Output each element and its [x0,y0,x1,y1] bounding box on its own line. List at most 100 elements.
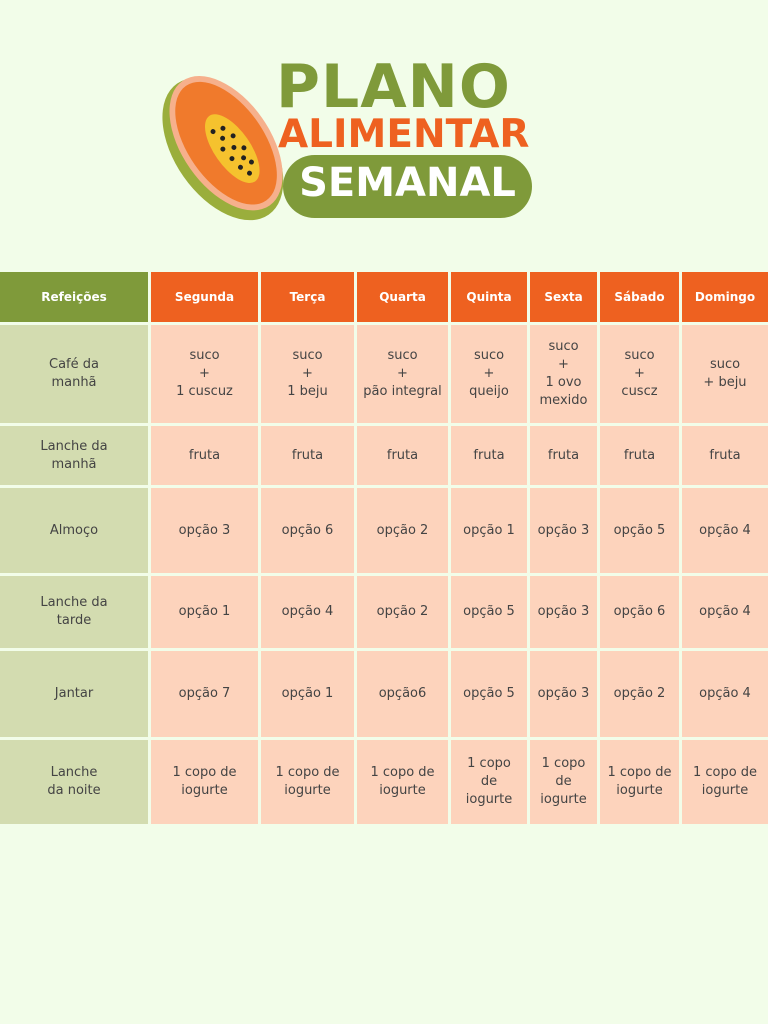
cell-text: iogurte [284,783,331,798]
meal-cell: suco + queijo [451,325,527,423]
cell-text: + [483,366,495,381]
cell-text: Lanche [50,765,98,780]
meal-cell: opção 5 [451,576,527,648]
meal-cell: opção 2 [357,488,448,573]
meal-cell: opção 5 [600,488,679,573]
cell-text: opção 1 [178,604,231,619]
cell-text: cuscz [621,384,658,399]
cell-text: suco [189,348,220,363]
cell-text: iogurte [379,783,426,798]
cell-text: 1 copo [467,756,511,771]
meal-cell: opção 7 [151,651,258,737]
cell-text: Quinta [466,290,512,304]
meal-label: Lanche da noite [0,740,148,824]
cell-text: opção 3 [537,604,590,619]
meal-cell: fruta [600,426,679,485]
cell-text: opção 6 [281,522,334,538]
cell-text: Café da [49,357,99,372]
cell-text: opção 4 [699,686,751,701]
cell-text: opção 5 [613,522,666,538]
title: PLANO [276,52,511,122]
meal-label: Jantar [0,651,148,737]
cell-text: opção 6 [613,604,666,619]
cell-text: Sábado [614,290,665,304]
cell-text: Refeições [41,290,107,304]
cell-text: suco [292,348,323,363]
cell-text: fruta [386,447,419,463]
meal-cell: opção 2 [357,576,448,648]
meal-cell: 1 copo de iogurte [682,740,768,824]
meal-cell: opção 3 [530,576,597,648]
cell-text: opção 1 [281,686,334,701]
meal-cell: opção 1 [451,488,527,573]
meal-cell: suco + cuscz [600,325,679,423]
cell-text: Lanche da [40,438,108,454]
meal-cell: opção6 [357,651,448,737]
meal-cell: fruta [451,426,527,485]
meal-label: Almoço [0,488,148,573]
cell-text: 1 copo [541,756,586,771]
cell-text: suco [709,357,741,372]
cell-text: manhã [51,375,97,390]
meal-cell: opção 3 [530,488,597,573]
cell-text: fruta [473,447,505,463]
cell-text: Segunda [174,290,235,304]
cell-text: iogurte [616,783,663,798]
meal-cell: opção 6 [261,488,354,573]
cell-text: iogurte [701,783,749,798]
cell-text: iogurte [181,783,228,798]
meal-label: Café da manhã [0,325,148,423]
cell-text: opção 3 [537,686,590,701]
cell-text: Sexta [544,290,583,304]
cell-text: + [199,366,210,381]
cell-text: 1 copo de [692,765,758,780]
meal-label: Lanche da manhã [0,426,148,485]
meal-cell: 1 copo de iogurte [357,740,448,824]
cell-text: Jantar [54,686,94,701]
meal-cell: suco +1 ovo mexido [530,325,597,423]
cell-text: opção 2 [613,686,666,701]
papaya-icon [162,76,284,221]
meal-cell: suco + pão integral [357,325,448,423]
cell-text: fruta [291,447,324,463]
cell-text: opção 5 [463,686,515,701]
cell-text: de [555,774,572,789]
cell-text: manhã [51,456,97,472]
cell-text: opção 3 [537,522,590,538]
column-header: Quinta [451,272,527,322]
cell-text: suco [624,348,655,363]
column-header: Sexta [530,272,597,322]
meal-cell: 1 copo de iogurte [530,740,597,824]
column-header: Refeições [0,272,148,322]
cell-text: opção 4 [699,522,751,538]
cell-text: tarde [56,613,92,628]
meal-cell: 1 copo de iogurte [151,740,258,824]
cell-text: da noite [47,783,101,798]
cell-text: + [558,357,569,372]
cell-text: iogurte [465,792,513,807]
cell-text: Domingo [694,290,756,304]
meal-cell: opção 1 [261,651,354,737]
cell-text: 1 copo de [607,765,672,780]
cell-text: + [302,366,313,381]
meal-cell: fruta [682,426,768,485]
cell-text: Lanche da [40,595,108,610]
cell-text: Quarta [379,290,426,304]
cell-text: 1 beju [287,384,328,399]
cell-text: fruta [709,447,741,463]
cell-text: opção 3 [178,522,231,538]
cell-text: pão integral [363,384,442,399]
cell-text: opção 2 [376,604,429,619]
cell-text: 1 ovo [545,375,582,390]
column-header: Sábado [600,272,679,322]
cell-text: + beju [703,375,747,390]
title: ALIMENTAR [278,112,530,157]
cell-text: opção 2 [376,522,429,538]
cell-text: suco [473,348,505,363]
cell-text: mexido [539,393,588,408]
title: SEMANAL [299,160,516,206]
column-header: Domingo [682,272,768,322]
cell-text: suco [548,339,579,354]
meal-cell: 1 copo de iogurte [261,740,354,824]
